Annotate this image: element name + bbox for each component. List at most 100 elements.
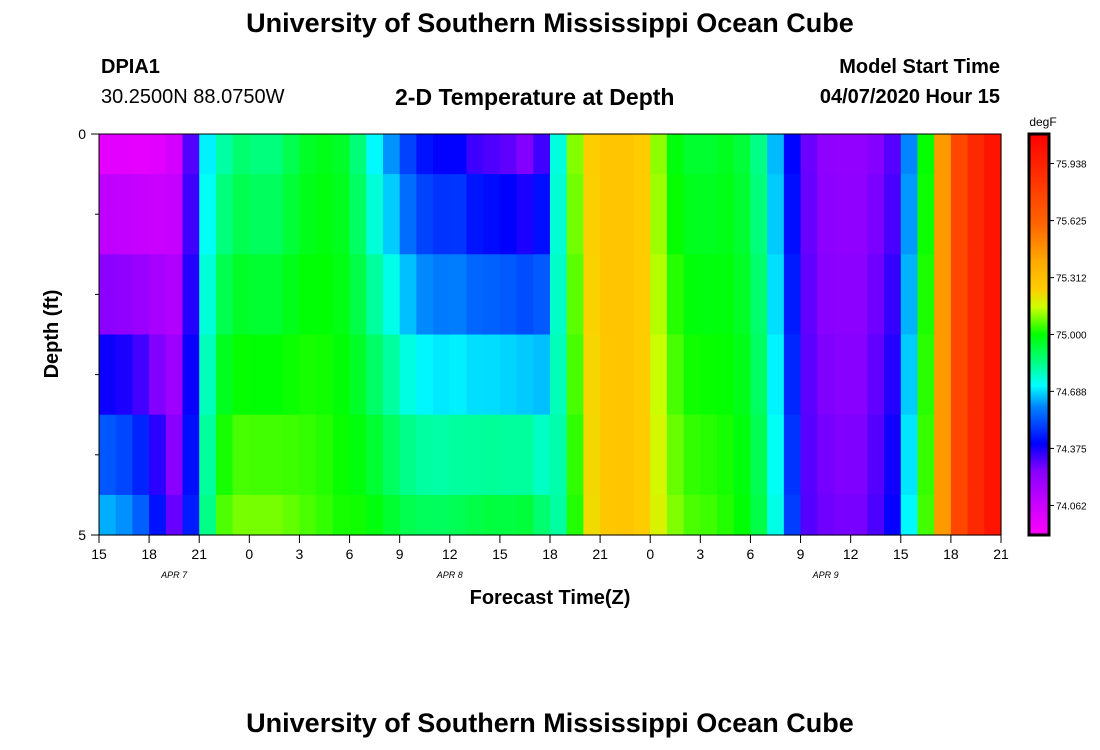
heatmap-cell: [900, 494, 919, 536]
heatmap-cell: [215, 134, 234, 175]
heatmap-cell: [316, 334, 334, 416]
heatmap-cell: [99, 134, 117, 175]
heatmap-cell: [399, 334, 417, 416]
x-axis-label: Forecast Time(Z): [470, 587, 631, 609]
heatmap-cell: [332, 254, 351, 336]
heatmap-cell: [683, 334, 701, 416]
heatmap-cell: [767, 414, 785, 496]
heatmap-cell: [149, 134, 167, 175]
heatmap-cell: [950, 174, 969, 255]
heatmap-cell: [950, 494, 969, 536]
heatmap-cell: [833, 134, 852, 175]
heatmap-cell: [282, 254, 301, 336]
heatmap-cell: [967, 414, 985, 496]
heatmap-cell: [733, 494, 752, 536]
heatmap-cell: [282, 134, 301, 175]
colorbar-tick-label: 74.062: [1056, 501, 1087, 512]
heatmap-cell: [165, 174, 184, 255]
heatmap-cell: [416, 494, 434, 536]
heatmap-cell: [349, 334, 367, 416]
heatmap-cell: [566, 494, 584, 536]
x-tick-label: 0: [646, 546, 654, 562]
heatmap-cell: [466, 334, 484, 416]
heatmap-cell: [800, 494, 818, 536]
heatmap-cell: [633, 134, 651, 175]
heatmap-cell: [717, 414, 735, 496]
heatmap-cell: [633, 254, 651, 336]
heatmap-cell: [165, 134, 184, 175]
heatmap-cell: [182, 174, 200, 255]
heatmap-cell: [616, 494, 635, 536]
station-coords: 30.2500N 88.0750W: [101, 86, 285, 108]
y-axis-label: Depth (ft): [41, 290, 63, 379]
x-tick-label: 21: [592, 546, 608, 562]
heatmap-cell: [483, 494, 501, 536]
colorbar-gradient: [1027, 132, 1051, 537]
heatmap-cell: [332, 174, 351, 255]
heatmap-cell: [783, 254, 802, 336]
heatmap-cell: [934, 134, 952, 175]
heatmap-cell: [583, 494, 601, 536]
heatmap-cell: [817, 134, 835, 175]
heatmap-cell: [266, 414, 284, 496]
heatmap-cell: [199, 174, 217, 255]
heatmap-cell: [633, 334, 651, 416]
heatmap-cell: [266, 494, 284, 536]
heatmap-cell: [884, 494, 902, 536]
x-tick-label: 18: [141, 546, 157, 562]
x-tick-label: 15: [91, 546, 107, 562]
heatmap-cell: [917, 174, 935, 255]
heatmap-cell: [934, 174, 952, 255]
heatmap-cell: [149, 174, 167, 255]
heatmap-cell: [717, 494, 735, 536]
heatmap-cell: [349, 254, 367, 336]
x-tick-label: 6: [346, 546, 354, 562]
colorbar-tick-label: 74.688: [1056, 387, 1087, 398]
heatmap-cell: [934, 254, 952, 336]
heatmap-cell: [499, 174, 518, 255]
heatmap-cell: [950, 254, 969, 336]
heatmap-cell: [516, 494, 534, 536]
heatmap-cell: [149, 254, 167, 336]
heatmap-cell: [867, 174, 885, 255]
x-tick-label: 9: [797, 546, 805, 562]
heatmap-cell: [299, 414, 317, 496]
heatmap-cell: [149, 334, 167, 416]
heatmap-cell: [850, 414, 868, 496]
heatmap-cell: [499, 254, 518, 336]
page-title-top: University of Southern Mississippi Ocean…: [246, 8, 854, 38]
heatmap-cell: [700, 414, 718, 496]
heatmap-cell: [382, 414, 401, 496]
heatmap-cell: [566, 174, 584, 255]
x-tick-label: 3: [696, 546, 704, 562]
heatmap-cell: [683, 254, 701, 336]
heatmap-cell: [900, 134, 919, 175]
heatmap-cell: [499, 494, 518, 536]
heatmap-cell: [215, 494, 234, 536]
heatmap-cell: [717, 134, 735, 175]
x-tick-label: 18: [542, 546, 558, 562]
x-tick-label: 18: [943, 546, 959, 562]
heatmap-cell: [800, 174, 818, 255]
heatmap-cell: [449, 174, 468, 255]
heatmap-cell: [550, 494, 568, 536]
date-label: APR 7: [160, 570, 188, 580]
heatmap-cell: [884, 174, 902, 255]
heatmap-cell: [650, 174, 668, 255]
heatmap-cell: [917, 334, 935, 416]
colorbar-tick-label: 75.000: [1056, 331, 1087, 342]
heatmap-cell: [550, 134, 568, 175]
heatmap-cell: [516, 254, 534, 336]
heatmap-cell: [984, 254, 1002, 336]
heatmap-cell: [550, 174, 568, 255]
heatmap-cell: [182, 334, 200, 416]
heatmap-cell: [550, 334, 568, 416]
heatmap-cell: [449, 414, 468, 496]
heatmap-cell: [332, 414, 351, 496]
heatmap-cell: [199, 494, 217, 536]
heatmap-cell: [499, 334, 518, 416]
heatmap-cell: [900, 254, 919, 336]
heatmap-cell: [115, 254, 133, 336]
station-id: DPIA1: [101, 56, 160, 78]
